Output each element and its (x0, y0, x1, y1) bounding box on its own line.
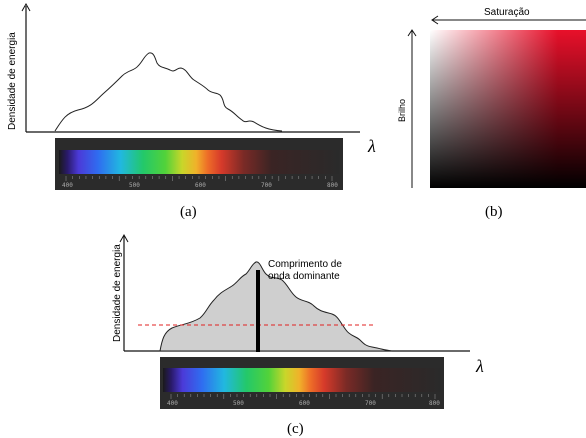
panel-b-color-square-shade (430, 30, 586, 188)
panel-a-caption: (a) (180, 204, 197, 220)
panel-a-tick-marks (65, 176, 333, 181)
panel-a: Densidade de energia λ 400 500 600 700 8… (7, 2, 376, 220)
panel-a-y-arrow (21, 2, 31, 12)
panel-b-brightness-label: Brilho (397, 99, 407, 122)
panel-c-ylabel: Densidade de energia (112, 244, 123, 342)
panel-c-tick-label: 800 (429, 400, 440, 407)
panel-c-lambda: λ (475, 356, 484, 376)
panel-a-tick-label: 700 (261, 182, 272, 189)
panel-a-tick-label: 800 (327, 182, 338, 189)
panel-a-spectrum-band (59, 150, 339, 174)
panel-a-lambda: λ (367, 136, 376, 156)
panel-b-saturation-label: Saturação (484, 7, 530, 18)
panel-c: Densidade de energia λ Comprimento de on… (112, 233, 484, 437)
panel-a-tick-label: 400 (62, 182, 73, 189)
panel-c-annotation-line2: onda dominante (268, 271, 340, 282)
panel-c-tick-label: 700 (365, 400, 376, 407)
panel-c-tick-label: 600 (299, 400, 310, 407)
panel-c-energy-area (159, 261, 393, 352)
panel-a-tick-label: 600 (195, 182, 206, 189)
panel-c-annotation-line1: Comprimento de (268, 259, 342, 270)
panel-b-caption: (b) (485, 204, 503, 220)
panel-a-ylabel: Densidade de energia (7, 32, 18, 130)
panel-a-tick-label: 500 (129, 182, 140, 189)
panel-c-caption: (c) (287, 421, 304, 437)
panel-c-tick-label: 500 (233, 400, 244, 407)
panel-c-tick-marks (170, 394, 436, 399)
panel-c-spectrum-band (163, 368, 441, 392)
panel-c-tick-label: 400 (167, 400, 178, 407)
panel-b: Saturação Brilho (b) (397, 7, 586, 220)
panel-a-energy-curve (54, 52, 283, 132)
